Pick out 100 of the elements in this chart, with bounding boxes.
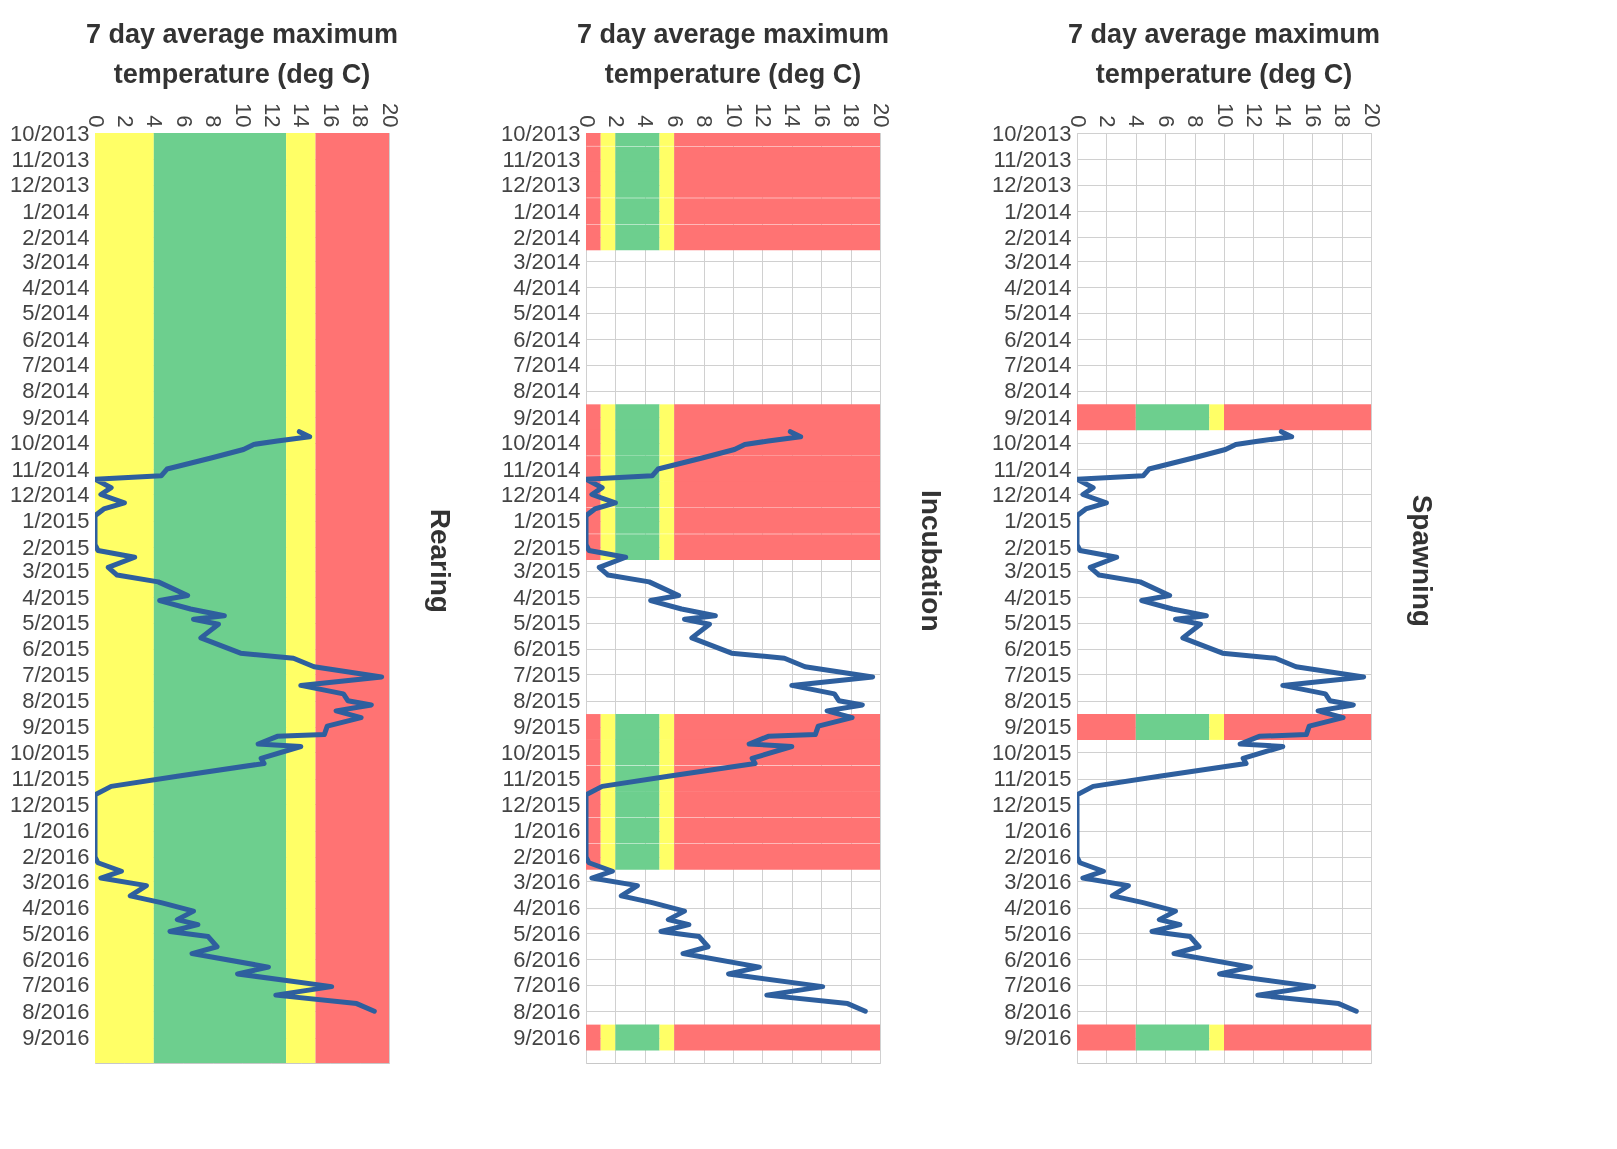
x-tick-label: 12	[750, 103, 776, 128]
y-tick-label: 12/2015	[500, 791, 581, 817]
x-tick-label: 8	[692, 115, 718, 128]
x-tick-label: 10	[1212, 103, 1238, 128]
y-tick-label: 1/2016	[1004, 818, 1072, 843]
y-tick-label: 6/2015	[1004, 636, 1072, 662]
y-tick-label: 1/2015	[22, 508, 90, 534]
chart-title: 7 day average maximum temperature (deg C)	[1067, 18, 1381, 89]
y-tick-label: 12/2014	[991, 481, 1072, 507]
y-tick-label: 12/2014	[500, 481, 581, 507]
y-tick-label: 5/2014	[22, 300, 90, 326]
y-tick-label: 5/2015	[1004, 610, 1072, 636]
bar	[600, 1024, 616, 1051]
y-tick-label: 10/2015	[991, 739, 1072, 765]
y-tick-label: 11/2013	[11, 146, 90, 172]
y-tick-label: 10/2013	[9, 120, 90, 146]
y-tick-label: 3/2015	[513, 558, 581, 584]
y-tick-label: 2/2016	[513, 844, 581, 870]
y-tick-label: 7/2016	[22, 972, 90, 998]
y-tick-label: 10/2015	[500, 739, 581, 765]
y-tick-label: 5/2015	[513, 610, 581, 636]
bar	[1209, 714, 1224, 740]
y-tick-label: 1/2014	[513, 198, 581, 224]
y-tick-label: 11/2014	[993, 456, 1072, 482]
x-tick-label: 4	[142, 115, 168, 128]
y-tick-label: 11/2013	[993, 146, 1072, 172]
y-tick-label: 6/2016	[513, 946, 581, 972]
y-tick-label: 3/2016	[22, 868, 90, 894]
y-tick-label: 11/2014	[502, 456, 581, 482]
x-tick-label: 2	[603, 115, 629, 128]
y-tick-label: 2/2014	[1004, 224, 1072, 250]
text: Spawning	[1407, 494, 1438, 627]
y-tick-label: 1/2015	[513, 508, 581, 534]
y-tick-label: 10/2013	[991, 120, 1072, 146]
y-tick-label: 6/2014	[1004, 326, 1072, 352]
y-tick-label: 1/2014	[1004, 198, 1072, 224]
y-tick-label: 5/2014	[1004, 300, 1072, 326]
y-tick-label: 2/2016	[1004, 844, 1072, 870]
y-tick-label: 4/2015	[1004, 584, 1072, 610]
y-tick-label: 2/2015	[22, 534, 90, 560]
bar	[1135, 714, 1210, 740]
x-tick-label: 12	[259, 103, 285, 128]
y-tick-label: 3/2014	[1004, 248, 1072, 274]
y-tick-label: 9/2014	[22, 404, 90, 430]
y-tick-label: 1/2014	[22, 198, 90, 224]
y-tick-label: 9/2014	[1004, 404, 1072, 430]
x-tick-label: 14	[1271, 103, 1297, 128]
y-tick-label: 1/2015	[1004, 508, 1072, 534]
y-tick-label: 7/2015	[1004, 661, 1072, 687]
chart-title: 7 day average maximum temperature (deg C)	[85, 18, 399, 89]
bar	[1135, 1024, 1210, 1051]
y-tick-label: 4/2014	[22, 274, 90, 300]
x-tick-label: 6	[662, 115, 688, 128]
bar	[586, 1024, 601, 1051]
x-tick-label: 2	[1094, 115, 1120, 128]
bar	[1224, 1024, 1371, 1051]
y-tick-label: 9/2015	[1004, 714, 1072, 740]
x-tick-label: 18	[1330, 103, 1356, 128]
y-tick-label: 9/2016	[1004, 1025, 1072, 1051]
y-tick-label: 1/2016	[513, 818, 581, 843]
y-tick-label: 10/2013	[500, 120, 581, 146]
y-tick-label: 4/2014	[513, 274, 581, 300]
x-tick-label: 20	[868, 103, 894, 128]
y-tick-label: 8/2015	[1004, 688, 1072, 714]
y-tick-label: 8/2016	[1004, 998, 1072, 1024]
y-tick-label: 6/2014	[513, 326, 581, 352]
y-tick-label: 6/2016	[22, 946, 90, 972]
x-tick-label: 16	[318, 103, 344, 128]
text: Rearing	[425, 508, 456, 613]
y-tick-label: 6/2014	[22, 326, 90, 352]
y-tick-label: 7/2014	[22, 352, 90, 378]
x-tick-label: 16	[1300, 103, 1326, 128]
x-tick-label: 8	[201, 115, 227, 128]
y-tick-label: 12/2013	[991, 172, 1072, 198]
x-tick-label: 14	[289, 103, 315, 128]
y-tick-label: 1/2016	[22, 818, 90, 843]
y-tick-label: 8/2014	[513, 378, 581, 404]
y-tick-label: 4/2015	[513, 584, 581, 610]
y-tick-label: 6/2015	[22, 636, 90, 662]
y-tick-label: 2/2014	[513, 224, 581, 250]
y-tick-label: 5/2016	[513, 920, 581, 946]
x-tick-label: 14	[780, 103, 806, 128]
text: Incubation	[916, 490, 947, 632]
x-tick-label: 12	[1241, 103, 1267, 128]
bar	[1224, 404, 1371, 431]
y-tick-label: 9/2016	[22, 1025, 90, 1051]
y-tick-label: 4/2016	[22, 895, 90, 921]
x-tick-label: 8	[1183, 115, 1209, 128]
y-tick-label: 4/2015	[22, 584, 90, 610]
y-tick-label: 12/2014	[9, 481, 90, 507]
y-tick-label: 12/2015	[991, 791, 1072, 817]
y-tick-label: 10/2014	[500, 430, 581, 456]
y-tick-label: 9/2015	[513, 714, 581, 740]
chart-title: 7 day average maximum temperature (deg C)	[576, 18, 890, 89]
bar	[1077, 714, 1136, 740]
x-tick-label: 18	[839, 103, 865, 128]
x-tick-label: 10	[230, 103, 256, 128]
y-tick-label: 7/2014	[513, 352, 581, 378]
y-tick-label: 2/2014	[22, 224, 90, 250]
bar	[1077, 404, 1136, 431]
